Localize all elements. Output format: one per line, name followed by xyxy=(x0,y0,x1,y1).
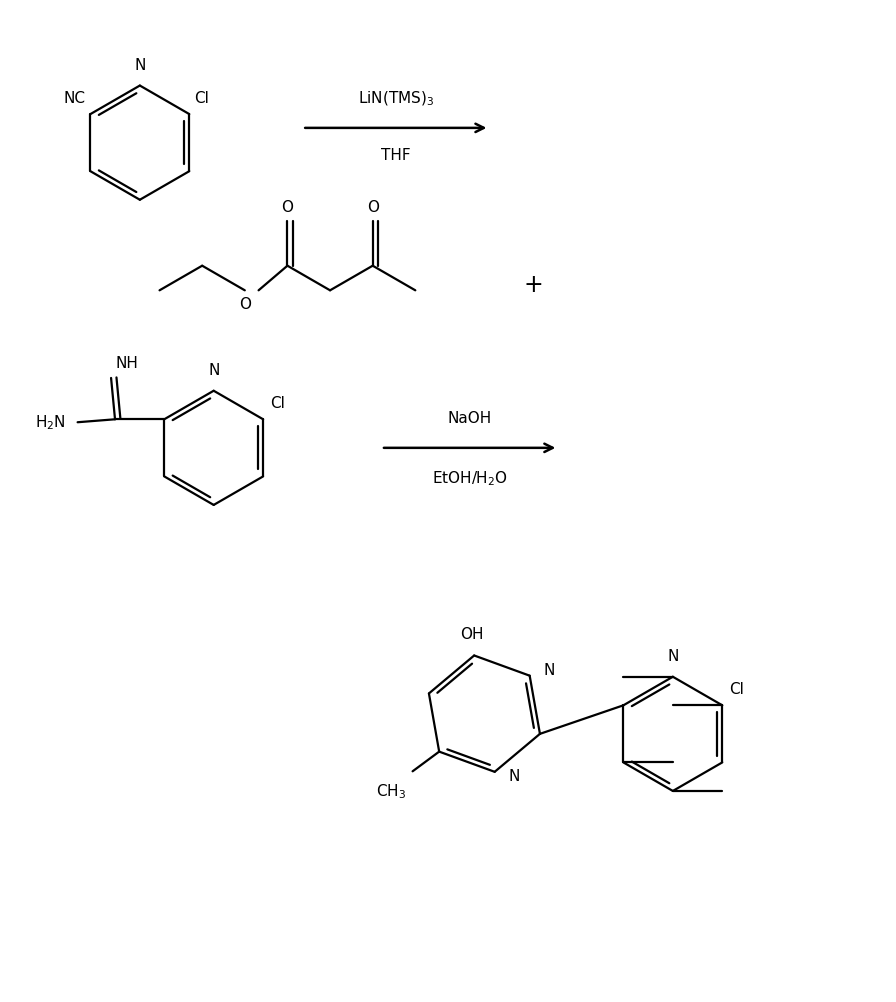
Text: Cl: Cl xyxy=(194,91,209,106)
Text: Cl: Cl xyxy=(270,397,285,412)
Text: THF: THF xyxy=(381,147,410,162)
Text: EtOH/H$_2$O: EtOH/H$_2$O xyxy=(432,470,508,488)
Text: NC: NC xyxy=(64,91,85,106)
Text: N: N xyxy=(668,649,678,664)
Text: +: + xyxy=(524,274,544,298)
Text: N: N xyxy=(508,770,520,785)
Text: N: N xyxy=(208,363,220,378)
Text: N: N xyxy=(134,58,145,73)
Text: OH: OH xyxy=(461,626,484,641)
Text: O: O xyxy=(281,200,293,215)
Text: LiN(TMS)$_3$: LiN(TMS)$_3$ xyxy=(358,90,434,108)
Text: NH: NH xyxy=(115,356,138,371)
Text: O: O xyxy=(366,200,379,215)
Text: H$_2$N: H$_2$N xyxy=(35,413,65,432)
Text: O: O xyxy=(239,298,251,313)
Text: NaOH: NaOH xyxy=(447,411,492,426)
Text: CH$_3$: CH$_3$ xyxy=(375,783,406,801)
Text: Cl: Cl xyxy=(729,682,744,697)
Text: N: N xyxy=(544,663,555,678)
